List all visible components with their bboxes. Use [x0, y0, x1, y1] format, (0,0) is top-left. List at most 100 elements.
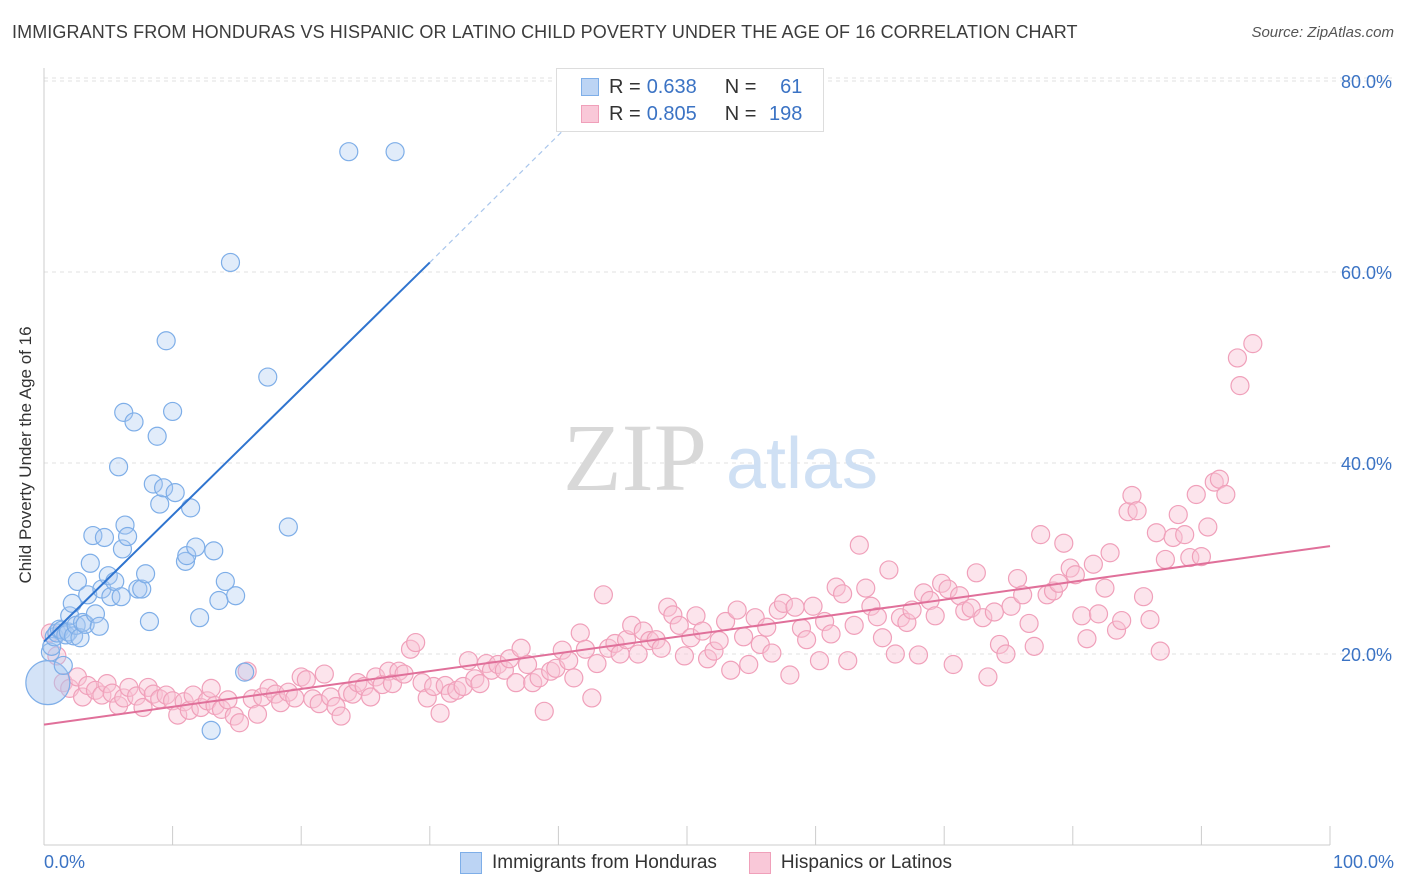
- hispanics-point: [296, 670, 316, 690]
- hispanics-point: [762, 643, 782, 663]
- y-tick-label-40: 40.0%: [1341, 454, 1392, 474]
- hispanics-point: [506, 673, 526, 693]
- x-axis-max-label: 100.0%: [1332, 852, 1394, 872]
- y-tick-label-80: 80.0%: [1341, 72, 1392, 92]
- trend-line-hispanics: [43, 545, 1331, 726]
- hispanics-point: [867, 607, 887, 627]
- watermark-zip: ZIP: [563, 404, 707, 511]
- series-honduras-points: [25, 142, 405, 741]
- hispanics-point: [704, 641, 724, 661]
- bottom-legend-swatch-hispanics: [748, 852, 771, 874]
- hispanics-point: [757, 617, 777, 637]
- honduras-point: [143, 474, 163, 494]
- honduras-point: [385, 142, 405, 162]
- hispanics-point: [247, 704, 268, 724]
- hispanics-point: [102, 683, 122, 703]
- honduras-point: [215, 571, 235, 592]
- hispanics-point: [309, 694, 329, 714]
- hispanics-point: [570, 623, 590, 643]
- hispanics-point: [1083, 554, 1103, 574]
- hispanics-point: [326, 696, 346, 717]
- honduras-point: [163, 401, 183, 422]
- hispanics-point: [833, 584, 853, 604]
- hispanics-point: [430, 703, 450, 723]
- hispanics-point: [1007, 568, 1028, 589]
- trend-lines: [43, 109, 1331, 726]
- x-axis-min-label: 0.0%: [44, 852, 86, 872]
- hispanics-point: [984, 602, 1004, 622]
- hispanics-point: [406, 632, 426, 653]
- hispanics-point: [663, 605, 683, 625]
- hispanics-point: [697, 649, 718, 669]
- hispanics-point: [1155, 549, 1175, 570]
- y-tick-label-60: 60.0%: [1341, 263, 1392, 283]
- hispanics-point: [1243, 334, 1263, 354]
- honduras-point: [53, 655, 73, 676]
- hispanics-point: [622, 615, 642, 635]
- hispanics-point: [271, 693, 291, 713]
- honduras-point: [209, 590, 229, 611]
- hispanics-point: [1088, 604, 1109, 624]
- hispanics-point: [1150, 641, 1170, 661]
- honduras-point: [153, 478, 174, 498]
- hispanics-point: [201, 678, 221, 698]
- honduras-point: [186, 537, 206, 557]
- honduras-point: [139, 611, 160, 632]
- honduras-point: [190, 608, 210, 628]
- hispanics-point: [966, 563, 986, 583]
- hispanics-point: [470, 674, 490, 694]
- honduras-point: [226, 586, 246, 606]
- honduras-point: [115, 515, 135, 535]
- honduras-point: [101, 587, 121, 607]
- hispanics-point: [809, 651, 830, 671]
- legend-r-label-hispanics: R =: [609, 102, 641, 125]
- hispanics-point: [709, 631, 729, 651]
- hispanics-point: [529, 668, 549, 688]
- y-axis-label: Child Poverty Under the Age of 16: [16, 326, 35, 584]
- bottom-legend: Immigrants from Honduras Hispanics or La…: [460, 852, 984, 874]
- hispanics-point: [1168, 504, 1188, 525]
- honduras-point: [85, 604, 106, 624]
- honduras-point: [220, 252, 241, 273]
- bottom-legend-hispanics: Hispanics or Latinos: [748, 852, 952, 874]
- honduras-point: [181, 498, 201, 518]
- honduras-point: [235, 662, 255, 682]
- hispanics-point: [1186, 484, 1206, 505]
- hispanics-point: [692, 621, 713, 641]
- honduras-point: [40, 642, 61, 662]
- hispanics-point: [291, 667, 311, 687]
- legend-row-honduras: R = 0.638 N = 61: [581, 75, 802, 99]
- legend-swatch-hispanics: [581, 105, 599, 123]
- hispanics-point: [674, 646, 695, 666]
- hispanics-point: [803, 596, 823, 616]
- hispanics-point: [973, 608, 993, 628]
- hispanics-point: [733, 627, 754, 647]
- hispanics-point: [1204, 472, 1224, 492]
- hispanics-point: [541, 661, 561, 681]
- hispanics-point: [721, 660, 741, 680]
- hispanics-point: [727, 600, 747, 620]
- legend-box: R = 0.638 N = 61 R = 0.805 N = 198: [556, 68, 824, 132]
- honduras-point: [67, 571, 88, 592]
- honduras-point: [201, 720, 221, 741]
- hispanics-point: [331, 706, 351, 726]
- hispanics-point: [587, 653, 607, 674]
- hispanics-point: [989, 634, 1010, 655]
- hispanics-point: [1095, 578, 1115, 598]
- legend-n-value-hispanics: 198: [769, 102, 803, 125]
- hispanics-point: [879, 560, 899, 580]
- honduras-point: [111, 587, 131, 607]
- honduras-point: [135, 564, 156, 584]
- hispanics-point: [1163, 527, 1183, 548]
- honduras-point: [132, 579, 152, 599]
- honduras-point: [78, 585, 98, 605]
- hispanics-point: [996, 644, 1016, 664]
- hispanics-point: [1100, 543, 1120, 563]
- honduras-point: [117, 526, 138, 547]
- honduras-point: [108, 457, 129, 477]
- hispanics-point: [773, 593, 794, 613]
- hispanics-point: [1127, 501, 1147, 521]
- bottom-legend-honduras: Immigrants from Honduras: [460, 852, 717, 874]
- hispanics-point: [511, 638, 531, 658]
